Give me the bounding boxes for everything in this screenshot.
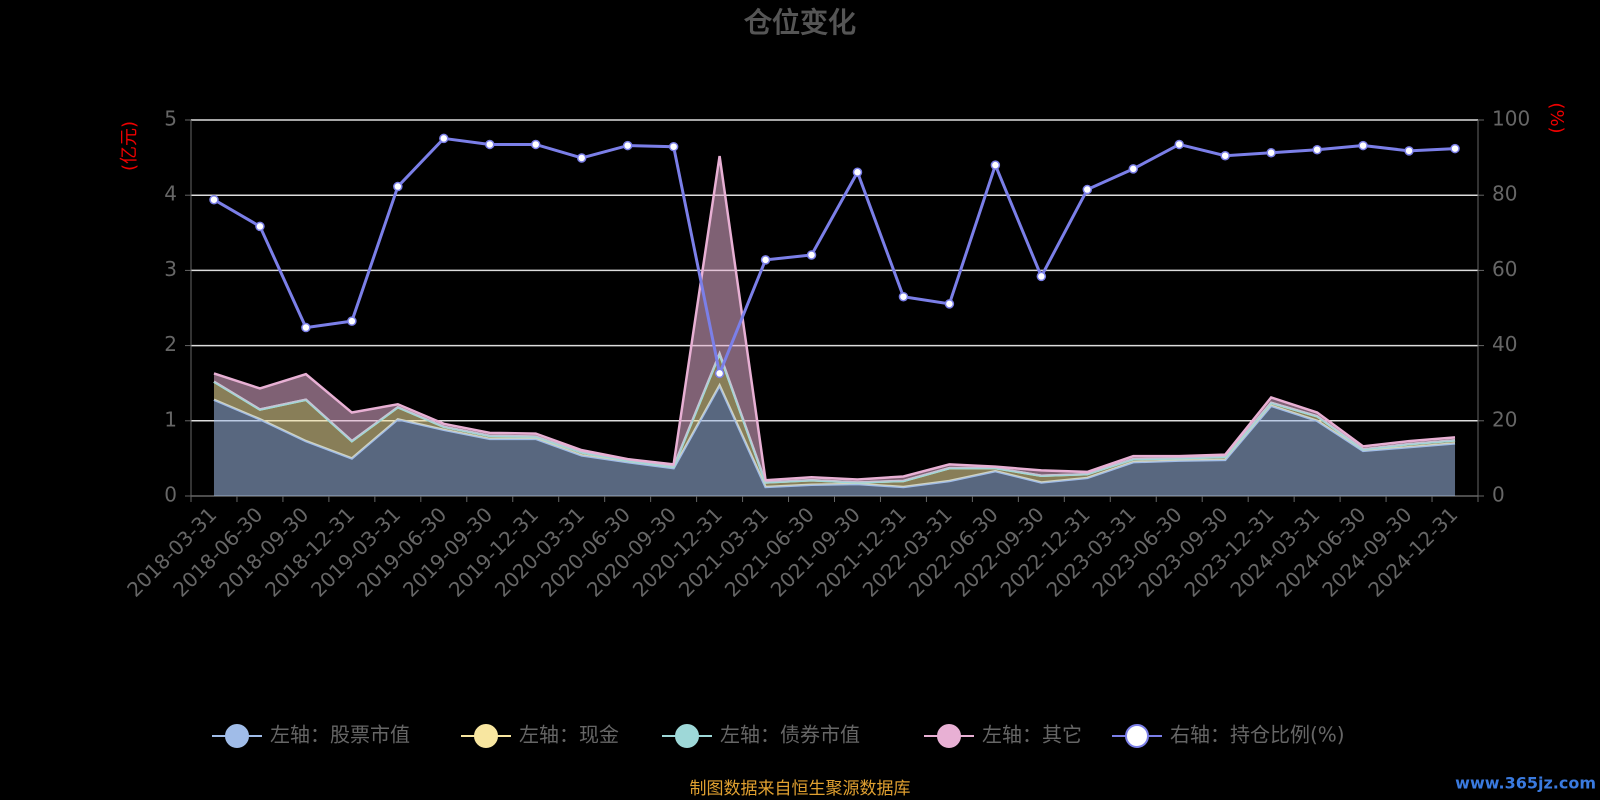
legend-label: 右轴：持仓比例(%): [1170, 723, 1345, 747]
y-axis-name: (亿元): [119, 121, 140, 171]
source-note: 制图数据来自恒生聚源数据库: [690, 779, 911, 799]
ratio-marker: [1266, 147, 1276, 158]
ratio-marker: [301, 322, 311, 333]
legend-icon: [675, 724, 699, 748]
ratio-marker: [255, 221, 265, 232]
y2-tick-label: 80: [1492, 182, 1517, 206]
area-fill: [213, 385, 1456, 496]
ratio-marker: [576, 153, 587, 163]
legend-item[interactable]: 左轴：股票市值: [212, 723, 410, 748]
ratio-marker: [714, 368, 725, 379]
ratio-marker: [1220, 150, 1230, 161]
ratio-marker: [944, 299, 955, 309]
ratio-marker: [1036, 271, 1047, 282]
y-tick-label: 1: [164, 407, 177, 431]
ratio-marker: [990, 160, 1001, 170]
y2-tick-label: 100: [1492, 107, 1530, 131]
y-tick-label: 2: [164, 332, 177, 356]
ratio-marker: [1312, 144, 1322, 155]
y2-tick-label: 40: [1492, 332, 1517, 356]
ratio-marker: [1128, 164, 1139, 174]
legend-label: 左轴：现金: [519, 723, 619, 747]
y2-tick-label: 60: [1492, 257, 1517, 281]
legend-label: 左轴：债券市值: [720, 723, 860, 747]
legend-label: 左轴：其它: [982, 723, 1082, 747]
watermark: www.365jz.com: [1455, 774, 1596, 793]
ratio-marker: [347, 316, 357, 326]
chart-title: 仓位变化: [744, 6, 856, 39]
y-tick-label: 4: [164, 182, 177, 206]
y2-axis-name: (%): [1546, 102, 1567, 133]
legend-icon: [937, 724, 961, 748]
legend-item[interactable]: 左轴：其它: [924, 723, 1082, 748]
y2-tick-label: 0: [1492, 483, 1505, 507]
ratio-marker: [806, 250, 817, 260]
ratio-marker: [209, 194, 219, 205]
ratio-marker: [485, 139, 495, 150]
ratio-line: [213, 136, 1456, 379]
ratio-marker: [439, 133, 449, 144]
ratio-marker: [530, 139, 541, 150]
ratio-marker: [393, 181, 403, 192]
legend-item[interactable]: 左轴：债券市值: [662, 723, 860, 748]
legend-icon: [474, 724, 498, 748]
ratio-marker: [898, 291, 909, 302]
ratio-marker: [760, 255, 771, 265]
y2-tick-label: 20: [1492, 407, 1517, 431]
y-tick-label: 3: [164, 257, 177, 281]
ratio-marker: [622, 140, 633, 151]
ratio-marker: [1082, 184, 1093, 195]
y-tick-label: 5: [164, 107, 177, 131]
ratio-marker: [668, 141, 679, 152]
y-tick-label: 0: [164, 483, 177, 507]
area-line: [213, 155, 1456, 482]
ratio-marker: [1404, 146, 1414, 156]
legend-icon: [225, 724, 249, 748]
legend-label: 左轴：股票市值: [270, 723, 410, 747]
legend-item[interactable]: 右轴：持仓比例(%): [1112, 723, 1345, 748]
ratio-marker: [1358, 140, 1368, 151]
legend-icon: [1125, 724, 1149, 748]
legend-item[interactable]: 左轴：现金: [461, 723, 619, 748]
ratio-marker: [852, 167, 863, 178]
ratio-marker: [1450, 143, 1460, 154]
ratio-marker: [1174, 139, 1184, 150]
